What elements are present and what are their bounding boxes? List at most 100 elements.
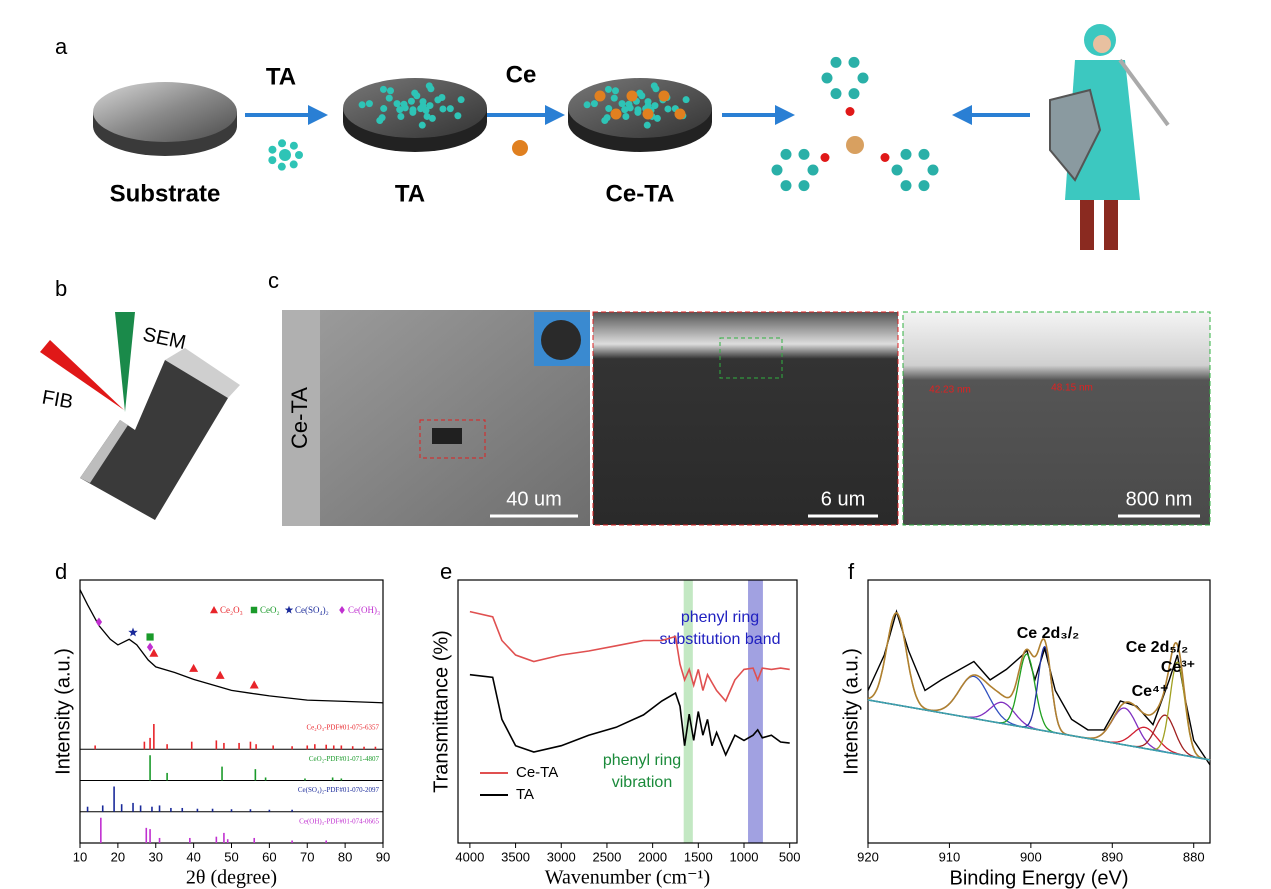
network-atom: [605, 105, 613, 113]
network-atom: [643, 121, 651, 129]
panel-label: c: [268, 268, 279, 293]
x-tick-label: 3500: [501, 849, 530, 864]
phase-marker: [128, 627, 138, 637]
network-atom: [428, 114, 436, 122]
illustrations: [40, 24, 1211, 526]
x-tick-label: 90: [376, 849, 390, 864]
xrd-curve: [79, 589, 384, 704]
network-atom: [446, 105, 454, 113]
network-atom: [618, 100, 626, 108]
ta-network: [268, 56, 939, 192]
network-atom: [634, 108, 642, 116]
ce-ion: [658, 90, 670, 102]
x-tick-label: 500: [779, 849, 801, 864]
ta-atom: [268, 145, 277, 154]
network-atom: [454, 112, 462, 120]
sample-top: [165, 348, 240, 398]
ce-ion: [512, 140, 528, 156]
fit-envelope: [867, 612, 1211, 761]
beam-label: FIB: [40, 386, 74, 413]
network-atom: [590, 100, 598, 108]
ta-atom: [277, 162, 286, 171]
network-atom: [376, 117, 384, 125]
legend-label: Ce(SO₄)₂: [295, 605, 329, 615]
network-atom: [386, 87, 394, 95]
ta-atom: [289, 141, 298, 150]
network-atom: [400, 100, 408, 108]
network-atom: [426, 102, 434, 110]
network-atom: [636, 89, 644, 97]
ring-atom: [918, 180, 930, 192]
phase-marker: [189, 663, 199, 672]
sem-beam: [115, 312, 135, 412]
x-tick-label: 20: [111, 849, 125, 864]
phase-marker: [210, 606, 218, 614]
zoom-box: [719, 337, 783, 379]
ring-atom: [821, 72, 833, 84]
peak-annotation: Ce 2d₅/₂: [1126, 639, 1188, 656]
panel-label: f: [848, 559, 855, 584]
ta-atom: [278, 139, 287, 148]
network-atom: [397, 112, 405, 120]
oxygen: [820, 153, 830, 162]
thickness-label: 42.23 nm: [929, 385, 971, 396]
network-atom: [622, 112, 630, 120]
sample-edge: [80, 420, 128, 483]
network-atom: [422, 106, 430, 114]
phase-marker: [146, 642, 154, 652]
band: [683, 580, 693, 843]
substrate-disc: [93, 82, 237, 142]
ring-atom: [830, 88, 842, 100]
network-atom: [651, 102, 659, 110]
ring-atom: [780, 148, 792, 160]
y-axis-label: Intensity (a.u.): [840, 648, 862, 775]
network-atom: [409, 108, 417, 116]
panel-label: a: [55, 34, 68, 59]
ring-atom: [830, 56, 842, 68]
x-tick-label: 50: [224, 849, 238, 864]
network-atom: [411, 89, 419, 97]
ring-atom: [918, 148, 930, 160]
x-tick-label: 30: [149, 849, 163, 864]
ring-atom: [857, 72, 869, 84]
ring-atom: [900, 180, 912, 192]
network-atom: [625, 100, 633, 108]
ce-ion: [610, 108, 622, 120]
legend-label: CeO₂: [260, 605, 280, 615]
figure-legs: [1080, 200, 1118, 250]
x-tick-label: 880: [1183, 849, 1205, 864]
network-atom: [396, 106, 404, 114]
sample-label-bar: [282, 310, 320, 526]
scale-bar-label: 40 um: [506, 488, 562, 510]
phase-marker: [95, 617, 103, 627]
plot-frame: [457, 579, 798, 844]
x-tick-label: 1000: [730, 849, 759, 864]
ce-ion: [674, 108, 686, 120]
band-annotation: phenyl ring: [681, 609, 759, 626]
legend-label: Ce(OH)₃: [348, 605, 380, 615]
ta-atom: [268, 156, 277, 165]
phase-marker: [284, 605, 294, 614]
shield: [1049, 88, 1102, 182]
x-tick-label: 1500: [684, 849, 713, 864]
sample-label: Ce-TA: [287, 387, 312, 449]
panel-label: b: [55, 276, 67, 301]
measured-spectrum: [867, 609, 1211, 766]
x-axis-label: 2θ (degree): [186, 867, 277, 889]
x-axis-label: Wavenumber (cm⁻¹): [545, 867, 710, 889]
peak-annotation: Ce 2d₃/₂: [1017, 625, 1080, 642]
peak-annotation: Ce³⁺: [1161, 659, 1195, 676]
network-atom: [417, 105, 425, 113]
reference-label: CeO₂-PDF#01-071-4807: [309, 755, 380, 763]
arrow-label: TA: [266, 63, 296, 90]
fib-beam: [40, 340, 124, 410]
sample-block: [80, 360, 228, 520]
reference-label: Ce(SO₄)₂-PDF#01-070-2097: [298, 786, 380, 794]
legend-label: Ce₂O₃: [220, 605, 243, 615]
network-atom: [438, 94, 446, 102]
band-annotation: vibration: [612, 774, 672, 791]
ring-atom: [891, 164, 903, 176]
reference-label: Ce(OH)₃-PDF#01-074-0665: [299, 817, 379, 825]
network-atom: [610, 94, 618, 102]
